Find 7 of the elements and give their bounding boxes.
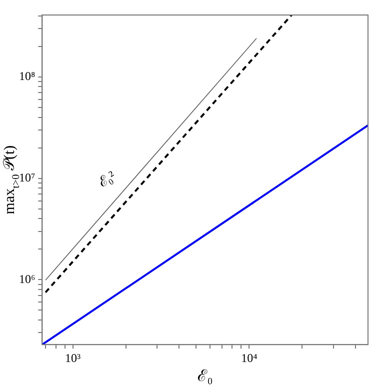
x-tick-label: 10⁴: [241, 350, 258, 365]
y-tick-label: 10⁸: [18, 69, 36, 84]
annotation: ℰ₀²: [96, 168, 119, 191]
x-axis-title: ℰ₀: [197, 368, 213, 386]
y-tick-label: 10⁶: [18, 272, 36, 286]
y-tick-label: 10⁷: [18, 170, 36, 184]
x-tick-label: 10³: [65, 350, 82, 365]
